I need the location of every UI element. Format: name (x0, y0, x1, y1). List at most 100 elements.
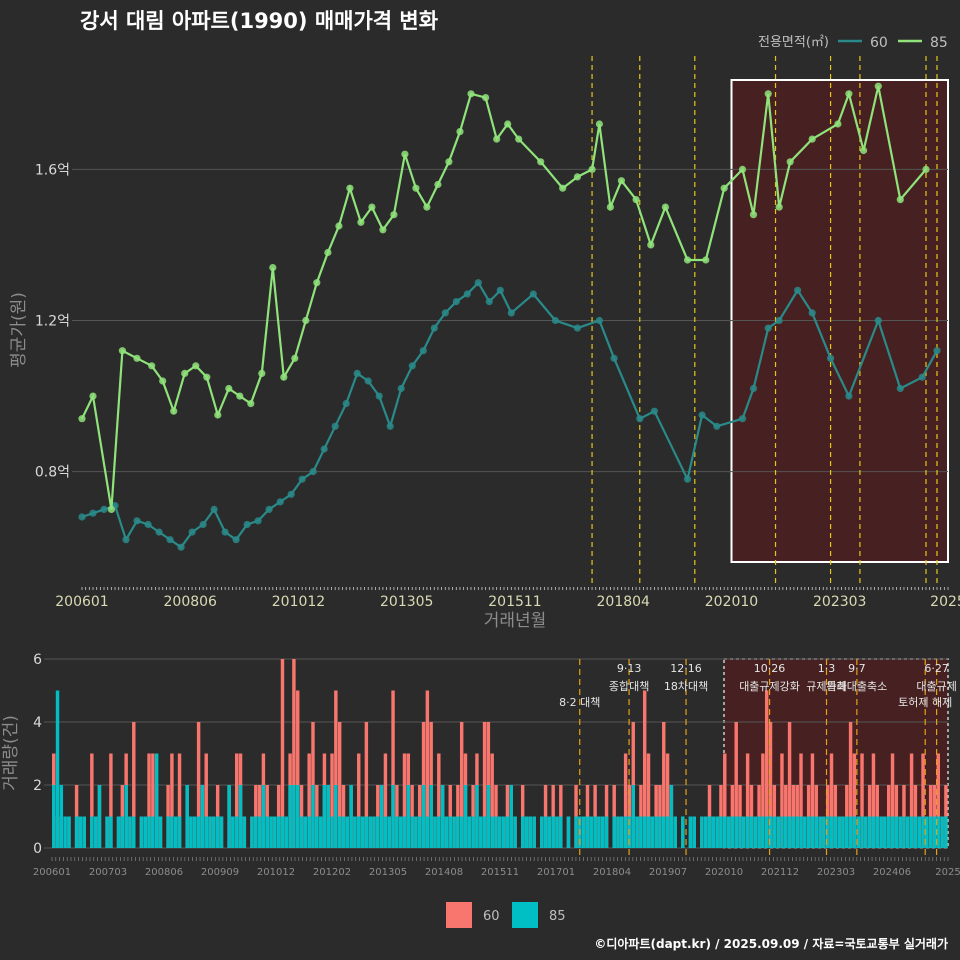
series-point-85 (559, 184, 567, 192)
series-point-85 (661, 203, 670, 211)
volume-bar-85 (383, 816, 388, 848)
series-point-85 (764, 90, 772, 98)
volume-bar-85 (67, 816, 71, 848)
price-y-ticks: 0.8억 1.2억 1.6억 (35, 162, 70, 480)
volume-bar-85 (925, 816, 929, 848)
series-point-60 (764, 324, 772, 332)
series-point-85 (537, 158, 545, 166)
volume-bar-85 (848, 816, 853, 848)
volume-bar-60 (623, 753, 628, 848)
volume-bar-85 (719, 816, 723, 848)
volume-bar-60 (109, 753, 113, 848)
volume-bar-85 (174, 816, 178, 848)
series-point-60 (610, 354, 618, 362)
volume-bar-85 (139, 816, 144, 848)
volume-bar-60 (425, 690, 430, 848)
volume-bar-60 (787, 722, 792, 848)
series-point-60 (298, 475, 306, 483)
volume-bar-60 (437, 753, 441, 848)
volume-bar-85 (715, 816, 719, 848)
volume-bar-60 (871, 753, 876, 848)
series-point-85 (588, 165, 596, 173)
volume-bar-85 (764, 816, 769, 848)
price-y-axis-title: 평균가(원) (9, 292, 29, 368)
volume-bar-85 (391, 785, 395, 848)
volume-bar-85 (410, 816, 414, 848)
volume-bar-85 (276, 816, 281, 848)
volume-bar-85 (353, 816, 357, 848)
volume-bar-85 (318, 816, 323, 848)
series-point-60 (144, 520, 152, 529)
volume-bar-85 (132, 816, 136, 848)
volume-bar-85 (532, 816, 536, 848)
series-point-60 (408, 362, 416, 370)
volume-bar-85 (482, 816, 487, 848)
volume-x-tick-label: 201701 (537, 867, 575, 878)
volume-bar-85 (669, 785, 674, 848)
volume-bar-85 (799, 816, 803, 848)
volume-bar-85 (284, 816, 289, 848)
volume-bar-85 (357, 816, 361, 848)
series-point-85 (181, 369, 189, 377)
volume-bar-85 (780, 816, 784, 848)
legend-title: 전용면적(㎡) (758, 35, 829, 50)
series-point-85 (808, 135, 816, 143)
series-point-60 (650, 407, 659, 415)
volume-bar-85 (745, 816, 750, 848)
series-point-85 (504, 120, 512, 128)
series-point-60 (320, 445, 328, 453)
series-point-85 (632, 196, 640, 204)
volume-bar-85 (154, 753, 159, 848)
series-point-60 (199, 520, 207, 529)
series-point-85 (834, 120, 842, 128)
volume-bar-85 (97, 785, 102, 848)
volume-bar-85 (898, 816, 902, 848)
volume-bar-85 (360, 816, 365, 848)
volume-bar-85 (235, 816, 239, 848)
series-point-85 (379, 226, 387, 234)
volume-bar-85 (601, 816, 605, 848)
volume-bar-60 (921, 753, 925, 848)
volume-bar-60 (723, 753, 727, 848)
series-point-60 (452, 298, 460, 306)
volume-bar-85 (238, 785, 243, 848)
volume-bar-85 (273, 816, 277, 848)
volume-bar-85 (105, 816, 109, 848)
volume-bar-85 (650, 816, 655, 848)
volume-bar-85 (867, 816, 872, 848)
price-x-tick-label: 2025 (930, 594, 960, 610)
series-point-60 (551, 316, 560, 325)
volume-bar-60 (196, 722, 201, 848)
volume-bar-85 (662, 816, 666, 848)
series-point-60 (933, 347, 941, 355)
series-point-60 (430, 324, 438, 332)
volume-bar-85 (612, 816, 616, 848)
volume-bar-85 (890, 816, 895, 848)
series-point-60 (265, 505, 273, 513)
series-point-85 (214, 411, 222, 419)
series-point-85 (236, 392, 244, 400)
series-point-85 (78, 415, 86, 423)
volume-bar-85 (376, 816, 380, 848)
series-point-60 (896, 384, 904, 393)
volume-bar-60 (296, 690, 300, 848)
series-point-85 (247, 400, 255, 408)
price-x-axis-title: 거래년월 (484, 611, 547, 631)
series-point-85 (324, 248, 332, 257)
volume-bar-85 (524, 816, 529, 848)
series-point-60 (276, 498, 284, 506)
volume-bar-85 (520, 816, 525, 848)
volume-bar-85 (59, 785, 64, 848)
volume-bar-85 (837, 816, 841, 848)
series-point-60 (573, 324, 582, 332)
series-point-60 (122, 536, 130, 544)
price-x-tick-label: 201804 (597, 594, 651, 610)
series-line-85 (81, 85, 927, 510)
volume-bar-85 (547, 816, 552, 848)
volume-x-tick-label: 202303 (817, 867, 855, 878)
volume-bar-85 (742, 816, 746, 848)
series-point-85 (786, 158, 794, 166)
price-gridlines (72, 168, 948, 473)
volume-bar-85 (917, 816, 921, 848)
